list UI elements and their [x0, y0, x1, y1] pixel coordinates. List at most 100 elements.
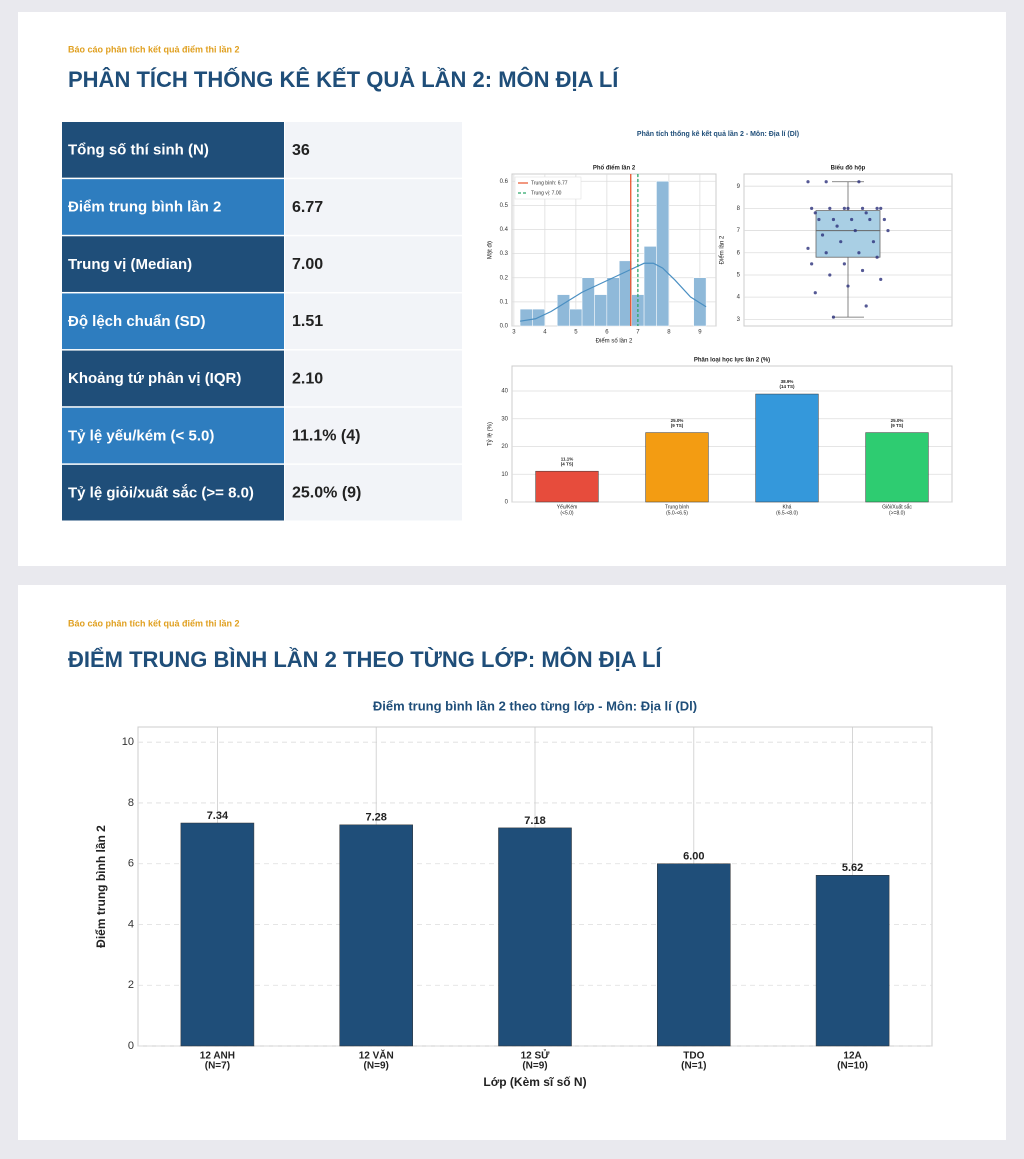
y-tick-label: 6: [128, 858, 134, 870]
y-tick-label: 0.5: [500, 203, 509, 209]
data-point: [810, 206, 814, 210]
data-point: [842, 206, 846, 210]
data-point: [824, 251, 828, 255]
bar: [865, 432, 929, 503]
y-tick-label: 8: [128, 797, 134, 809]
histogram-bar: [619, 260, 632, 327]
data-point: [828, 206, 832, 210]
category-note: (5.0-<6.5): [666, 510, 688, 516]
value-cell: [285, 236, 462, 292]
y-tick-label: 8: [737, 206, 741, 212]
box: [815, 210, 881, 258]
y-tick-label: 0.6: [500, 179, 509, 185]
y-tick-label: 9: [737, 184, 741, 190]
category-label: 12 ANH: [200, 1051, 235, 1062]
histogram-bar: [519, 308, 533, 327]
y-tick-label: 0: [505, 500, 509, 506]
data-point: [875, 255, 879, 259]
y-tick-label: 7: [737, 228, 741, 234]
x-tick-label: 8: [667, 330, 671, 336]
y-tick-label: 3: [737, 317, 741, 323]
stat-label: Tỷ lệ giỏi/xuất sắc (>= 8.0): [68, 483, 254, 501]
slide-title: ĐIỂM TRUNG BÌNH LẦN 2 THEO TỪNG LỚP: MÔN…: [68, 647, 662, 672]
value-cell: [285, 179, 462, 235]
data-point: [813, 291, 817, 295]
stat-label: Tỷ lệ yếu/kém (< 5.0): [68, 427, 214, 444]
label-cell: [62, 236, 284, 292]
category-label: 12 SỬ: [521, 1049, 551, 1062]
x-axis-label: Lớp (Kèm sĩ số N): [483, 1075, 586, 1089]
value-cell: [285, 407, 462, 464]
slide-title: PHÂN TÍCH THỐNG KÊ KẾT QUẢ LẦN 2: MÔN ĐỊ…: [68, 66, 619, 92]
histogram-bar: [569, 308, 583, 327]
x-tick-label: 4: [543, 330, 547, 336]
value-label: 5.62: [842, 862, 863, 874]
data-point: [879, 277, 883, 282]
bar: [180, 822, 255, 1047]
y-tick-label: 0.2: [500, 275, 509, 281]
histogram-bar: [656, 180, 670, 327]
x-tick-label: 3: [512, 330, 516, 336]
category-note: (>=8.0): [889, 510, 905, 516]
data-point: [835, 224, 839, 228]
data-point: [831, 217, 836, 222]
y-tick-label: 0.4: [500, 227, 509, 233]
data-point: [850, 217, 854, 222]
y-axis-label: Mật độ: [488, 240, 494, 259]
y-tick-label: 6: [737, 250, 741, 256]
data-point: [871, 240, 876, 244]
bar: [645, 432, 709, 503]
data-point: [864, 304, 868, 308]
histogram-bar: [594, 294, 608, 327]
count-label: (9 TS): [671, 423, 684, 428]
y-tick-label: 0.1: [500, 299, 509, 305]
y-tick-label: 30: [501, 416, 508, 422]
legend-label: Trung bình: 6.77: [531, 180, 568, 186]
y-tick-label: 4: [737, 295, 741, 301]
bar: [535, 470, 599, 503]
histogram-bar: [643, 246, 657, 327]
data-point: [806, 180, 810, 184]
value-label: 25.0%: [891, 418, 904, 423]
y-tick-label: 0.3: [500, 251, 509, 257]
figure-title: Phân tích thống kê kết quả lần 2 - Môn: …: [637, 129, 799, 138]
histogram-bar: [557, 294, 570, 327]
chart-title: Phân loại học lực lần 2 (%): [694, 358, 770, 364]
data-point: [853, 228, 857, 233]
category-note: (N=10): [837, 1061, 868, 1072]
data-point: [824, 180, 828, 184]
kicker: Báo cáo phân tích kết quả điểm thi lần 2: [68, 618, 240, 628]
category-note: (6.5-<8.0): [776, 510, 798, 516]
histogram-bar: [581, 277, 595, 327]
data-point: [842, 262, 846, 266]
y-tick-label: 20: [501, 444, 508, 450]
y-tick-label: 0: [128, 1040, 134, 1052]
y-axis-label: Điểm trung bình lần 2: [94, 825, 108, 948]
y-tick-label: 0.0: [500, 324, 509, 330]
stat-label: Trung vị (Median): [68, 256, 192, 273]
data-point: [810, 262, 814, 266]
chart-title: Biểu đồ hộp: [831, 165, 866, 172]
category-note: (N=7): [205, 1061, 230, 1072]
category-label: 12A: [843, 1051, 861, 1062]
y-axis-label: Điểm lần 2: [719, 235, 726, 264]
stat-value: 2.10: [292, 370, 323, 387]
category-note: (N=1): [681, 1061, 706, 1072]
category-label: Giỏi/Xuất sắc: [882, 503, 912, 510]
category-note: (N=9): [364, 1061, 389, 1072]
data-point: [868, 217, 872, 222]
data-point: [879, 206, 883, 210]
data-point: [846, 284, 850, 288]
value-label: 7.34: [207, 810, 229, 822]
kicker: Báo cáo phân tích kết quả điểm thi lần 2: [68, 44, 240, 54]
data-point: [860, 268, 865, 273]
value-label: 7.18: [524, 815, 545, 827]
legend: [514, 176, 582, 200]
category-label: TDO: [683, 1051, 704, 1062]
category-label: Trung bình: [665, 504, 689, 510]
bar: [755, 393, 819, 503]
y-tick-label: 10: [122, 736, 134, 748]
data-point: [860, 206, 865, 210]
value-cell: [285, 122, 462, 178]
data-point: [839, 240, 843, 244]
